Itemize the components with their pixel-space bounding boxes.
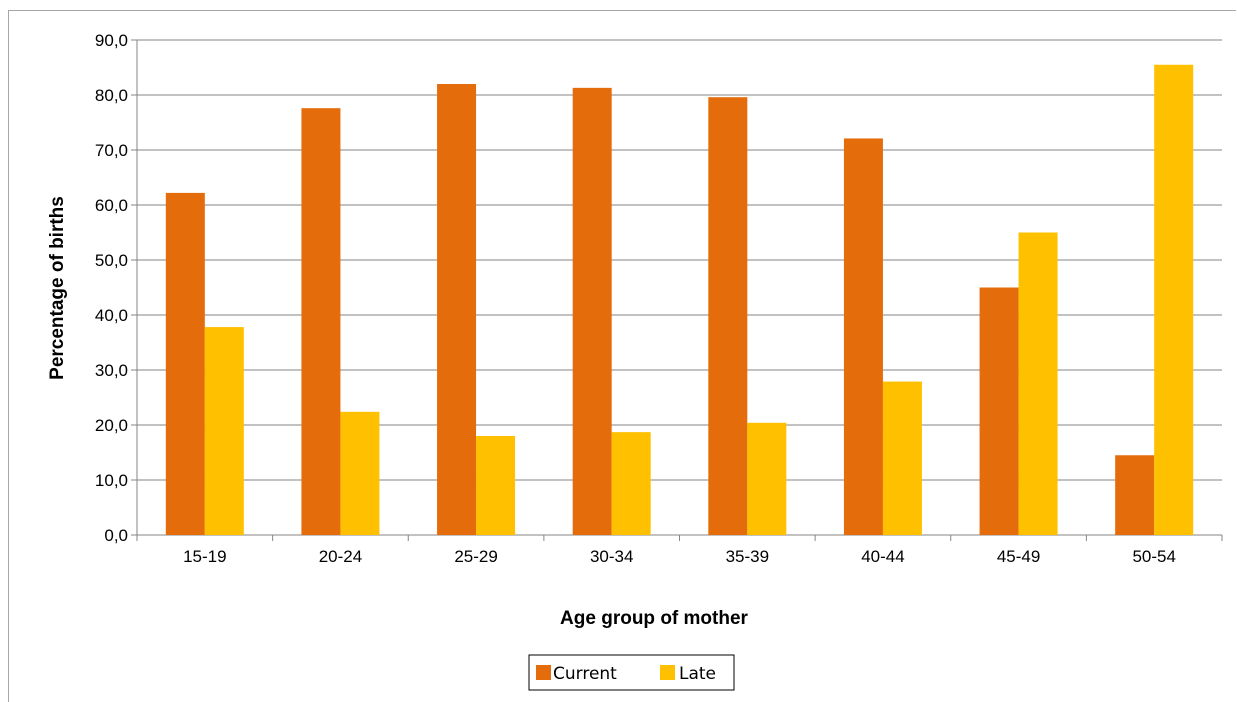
- bar-current-50-54: [1115, 455, 1155, 535]
- bar-current-35-39: [708, 97, 748, 535]
- y-tick-label: 80,0: [95, 86, 128, 105]
- legend: Current Late: [528, 654, 735, 691]
- x-tick-label: 50-54: [1132, 547, 1175, 566]
- bar-late-25-29: [476, 436, 516, 535]
- y-tick-label: 50,0: [95, 251, 128, 270]
- x-tick-label: 30-34: [590, 547, 633, 566]
- legend-box: [528, 654, 735, 691]
- y-tick-label: 60,0: [95, 196, 128, 215]
- bar-current-20-24: [301, 108, 341, 535]
- bars: [165, 64, 1194, 535]
- legend-swatch-current: [536, 665, 551, 680]
- x-tick-label: 45-49: [997, 547, 1040, 566]
- bar-late-35-39: [747, 422, 787, 535]
- bar-late-15-19: [204, 327, 244, 535]
- bar-late-50-54: [1154, 64, 1194, 535]
- axes: 0,0 10,0 20,0 30,0 40,0 50,0 60,0 70,0 80,0 90,0 1…: [95, 31, 1223, 566]
- x-tick-label: 35-39: [726, 547, 769, 566]
- bar-late-40-44: [882, 381, 922, 535]
- legend-swatch-late: [660, 665, 675, 680]
- gridlines: [137, 39, 1222, 536]
- y-tick-label: 10,0: [95, 471, 128, 490]
- bar-current-25-29: [437, 84, 477, 535]
- y-tick-label: 0,0: [104, 526, 128, 545]
- y-tick-label: 30,0: [95, 361, 128, 380]
- bar-late-30-34: [611, 432, 651, 535]
- x-tick-label: 15-19: [183, 547, 226, 566]
- bar-current-45-49: [979, 287, 1019, 535]
- x-tick-label: 20-24: [319, 547, 362, 566]
- y-tick-label: 90,0: [95, 31, 128, 50]
- bar-current-15-19: [165, 192, 205, 535]
- x-tick-label: 25-29: [454, 547, 497, 566]
- bar-late-45-49: [1018, 232, 1058, 535]
- legend-label-current: Current: [553, 664, 617, 684]
- bar-late-20-24: [340, 411, 380, 535]
- y-tick-label: 40,0: [95, 306, 128, 325]
- y-axis-title: Percentage of births: [47, 196, 68, 380]
- y-tick-label: 70,0: [95, 141, 128, 160]
- bar-current-30-34: [572, 87, 612, 535]
- chart-frame: [8, 10, 1236, 702]
- legend-label-late: Late: [679, 664, 716, 684]
- x-tick-label: 40-44: [861, 547, 904, 566]
- y-tick-label: 20,0: [95, 416, 128, 435]
- bar-current-40-44: [843, 138, 883, 535]
- x-axis-title: Age group of mother: [560, 608, 748, 629]
